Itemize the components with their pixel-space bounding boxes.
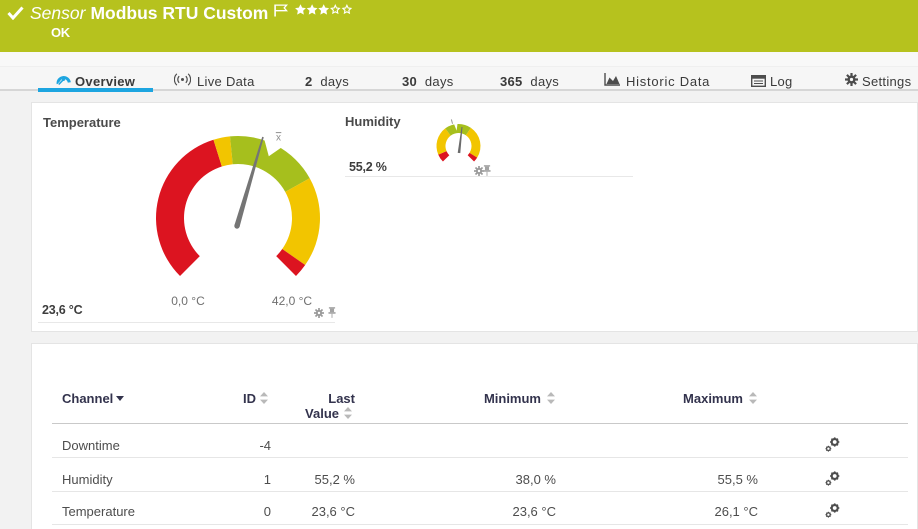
svg-text:x: x [276,133,281,144]
